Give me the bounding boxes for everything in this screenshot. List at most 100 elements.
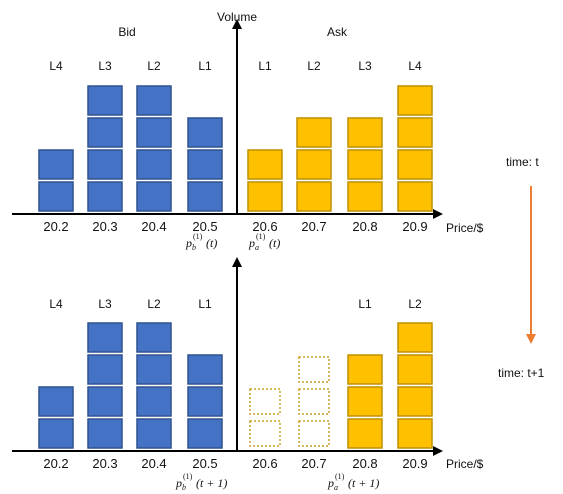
price-tick-label: 20.7 — [301, 219, 326, 234]
price-tick-label: 20.5 — [192, 219, 217, 234]
ask-level-label: L1 — [258, 59, 272, 73]
bid-order-block — [38, 181, 74, 212]
bid-order-block — [187, 418, 223, 449]
price-tick-label: 20.4 — [141, 219, 166, 234]
bid-order-block — [187, 386, 223, 417]
price-tick-label: 20.9 — [402, 456, 427, 471]
ask-order-block — [397, 386, 433, 417]
bottom-stacks: L4 20.2 L3 20.3 L2 20.4 L1 20.5 20.6 20.7 L1 20.8 L2… — [38, 297, 433, 471]
svg-text:(t + 1): (t + 1) — [348, 476, 379, 490]
price-tick-label: 20.5 — [192, 456, 217, 471]
svg-text:pa: pa — [327, 476, 338, 492]
bid-order-block — [87, 85, 123, 116]
price-tick-label: 20.8 — [352, 219, 377, 234]
top-best-ask-label: pa (1) (t) — [248, 232, 280, 252]
ask-order-block — [347, 386, 383, 417]
price-tick-label: 20.6 — [252, 219, 277, 234]
top-best-bid-label: pb (1) (t) — [185, 232, 217, 252]
svg-text:(1): (1) — [193, 232, 203, 241]
ask-order-block — [347, 117, 383, 148]
svg-text:pb: pb — [185, 236, 196, 252]
removed-order-block — [298, 420, 330, 447]
ask-order-block — [296, 149, 332, 180]
ask-order-block — [397, 322, 433, 353]
price-tick-label: 20.4 — [141, 456, 166, 471]
ask-order-block — [347, 149, 383, 180]
bid-order-block — [87, 418, 123, 449]
ask-order-block — [296, 181, 332, 212]
time-t-plus-1-label: time: t+1 — [498, 366, 545, 380]
bid-order-block — [187, 354, 223, 385]
price-tick-label: 20.2 — [43, 456, 68, 471]
bottom-panel: Price/$ L4 20.2 L3 20.3 L2 20.4 L1 20.5 20.6 20.7… — [12, 257, 484, 492]
top-price-axis-label: Price/$ — [446, 221, 484, 235]
ask-order-block — [347, 181, 383, 212]
ask-level-label: L1 — [358, 297, 372, 311]
ask-order-block — [347, 354, 383, 385]
ask-order-block — [347, 418, 383, 449]
svg-text:(1): (1) — [335, 472, 345, 481]
top-ask-side-label: Ask — [327, 25, 348, 39]
ask-order-block — [397, 117, 433, 148]
price-tick-label: 20.3 — [92, 456, 117, 471]
bid-order-block — [136, 322, 172, 353]
removed-order-block — [298, 388, 330, 415]
svg-text:(1): (1) — [183, 472, 193, 481]
bid-level-label: L1 — [198, 297, 212, 311]
price-tick-label: 20.6 — [252, 456, 277, 471]
bid-level-label: L1 — [198, 59, 212, 73]
svg-text:(t + 1): (t + 1) — [196, 476, 227, 490]
bid-order-block — [87, 149, 123, 180]
price-tick-label: 20.7 — [301, 456, 326, 471]
top-volume-label: Volume — [217, 10, 257, 24]
time-progression: time: t time: t+1 — [498, 155, 545, 380]
bid-order-block — [38, 386, 74, 417]
bid-level-label: L4 — [49, 59, 63, 73]
bid-order-block — [87, 322, 123, 353]
ask-order-block — [397, 354, 433, 385]
top-bid-side-label: Bid — [118, 25, 135, 39]
ask-order-block — [247, 181, 283, 212]
bid-order-block — [187, 117, 223, 148]
bid-level-label: L4 — [49, 297, 63, 311]
removed-order-block — [249, 388, 281, 415]
price-tick-label: 20.9 — [402, 219, 427, 234]
bid-order-block — [87, 181, 123, 212]
removed-order-block — [298, 356, 330, 383]
ask-order-block — [397, 418, 433, 449]
bid-order-block — [136, 85, 172, 116]
ask-level-label: L2 — [408, 297, 422, 311]
svg-text:pb: pb — [175, 476, 186, 492]
bid-order-block — [136, 354, 172, 385]
ask-order-block — [397, 149, 433, 180]
bid-order-block — [87, 386, 123, 417]
price-tick-label: 20.8 — [352, 456, 377, 471]
bid-order-block — [87, 117, 123, 148]
svg-text:(t): (t) — [269, 236, 280, 250]
svg-text:(1): (1) — [256, 232, 266, 241]
bid-order-block — [136, 117, 172, 148]
bid-level-label: L3 — [98, 297, 112, 311]
price-tick-label: 20.2 — [43, 219, 68, 234]
ask-order-block — [296, 117, 332, 148]
bid-order-block — [87, 354, 123, 385]
top-panel: Volume Bid Ask Price/$ L4 20.2 L3 20.3 L2 20.… — [12, 10, 484, 252]
ask-order-block — [247, 149, 283, 180]
bid-order-block — [136, 149, 172, 180]
bid-order-block — [136, 386, 172, 417]
ask-level-label: L2 — [307, 59, 321, 73]
bottom-best-bid-label: pb (1) (t + 1) — [175, 472, 227, 492]
ask-order-block — [397, 181, 433, 212]
bid-level-label: L3 — [98, 59, 112, 73]
ask-order-block — [397, 85, 433, 116]
price-tick-label: 20.3 — [92, 219, 117, 234]
time-t-label: time: t — [506, 155, 539, 169]
bid-order-block — [136, 181, 172, 212]
bottom-best-ask-label: pa (1) (t + 1) — [327, 472, 379, 492]
svg-text:(t): (t) — [206, 236, 217, 250]
ask-level-label: L3 — [358, 59, 372, 73]
bid-level-label: L2 — [147, 297, 161, 311]
bid-order-block — [38, 418, 74, 449]
ask-level-label: L4 — [408, 59, 422, 73]
